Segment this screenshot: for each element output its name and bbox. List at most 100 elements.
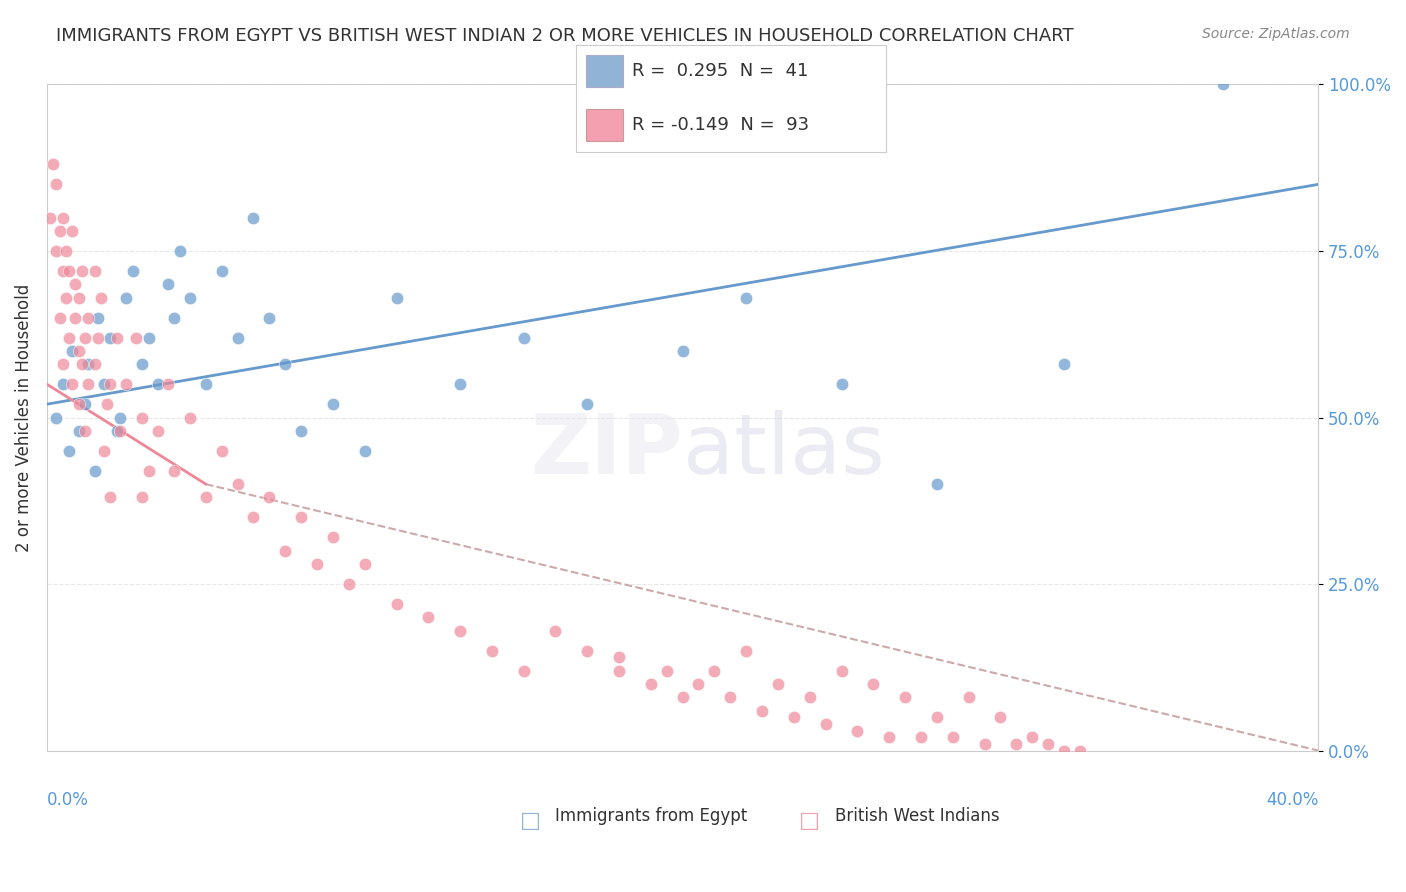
Point xyxy=(925,477,948,491)
Point xyxy=(1069,743,1091,757)
Point xyxy=(910,731,932,745)
Point xyxy=(67,424,90,438)
Point xyxy=(60,224,83,238)
Point xyxy=(58,443,80,458)
Point xyxy=(115,377,138,392)
Point xyxy=(73,424,96,438)
Point xyxy=(83,264,105,278)
Point xyxy=(52,264,75,278)
Point xyxy=(449,377,471,392)
Point xyxy=(77,357,100,371)
Text: □: □ xyxy=(799,811,820,830)
Point xyxy=(640,677,662,691)
Point xyxy=(108,424,131,438)
Text: Source: ZipAtlas.com: Source: ZipAtlas.com xyxy=(1202,27,1350,41)
Point xyxy=(55,244,77,258)
Point xyxy=(576,643,599,657)
Point xyxy=(83,357,105,371)
Point xyxy=(957,690,980,705)
Point xyxy=(607,650,630,665)
Point xyxy=(290,510,312,524)
Point xyxy=(226,477,249,491)
Point xyxy=(108,410,131,425)
Point xyxy=(100,491,122,505)
Point xyxy=(671,690,693,705)
Point xyxy=(169,244,191,258)
Text: Immigrants from Egypt: Immigrants from Egypt xyxy=(555,807,748,825)
Point xyxy=(703,664,725,678)
Point xyxy=(766,677,789,691)
Point xyxy=(87,330,110,344)
FancyBboxPatch shape xyxy=(586,109,623,141)
Point xyxy=(93,443,115,458)
Text: R =  0.295  N =  41: R = 0.295 N = 41 xyxy=(633,62,808,80)
Point xyxy=(353,443,375,458)
Point xyxy=(211,264,233,278)
Point xyxy=(115,291,138,305)
Point xyxy=(1053,357,1076,371)
Point xyxy=(67,291,90,305)
Point xyxy=(290,424,312,438)
Text: 0.0%: 0.0% xyxy=(46,790,89,808)
Point xyxy=(138,330,160,344)
Point xyxy=(211,443,233,458)
Point xyxy=(156,277,179,292)
Point xyxy=(481,643,503,657)
Point xyxy=(70,357,93,371)
Point xyxy=(55,291,77,305)
Point xyxy=(45,244,67,258)
Point xyxy=(52,357,75,371)
Point xyxy=(259,491,281,505)
Point xyxy=(60,377,83,392)
Point xyxy=(385,597,408,611)
Point xyxy=(718,690,741,705)
Point xyxy=(799,690,821,705)
Point xyxy=(156,377,179,392)
Text: ZIP: ZIP xyxy=(530,410,682,491)
Point xyxy=(77,310,100,325)
Point xyxy=(831,377,853,392)
Point xyxy=(105,330,128,344)
Point xyxy=(58,330,80,344)
Point xyxy=(353,557,375,571)
Point xyxy=(163,464,186,478)
Point xyxy=(73,397,96,411)
Point xyxy=(831,664,853,678)
Point xyxy=(259,310,281,325)
Point xyxy=(67,397,90,411)
Point xyxy=(131,410,153,425)
Point xyxy=(125,330,148,344)
Point xyxy=(894,690,917,705)
Point xyxy=(226,330,249,344)
Point xyxy=(52,211,75,225)
Point xyxy=(39,211,62,225)
Point xyxy=(1053,743,1076,757)
Point xyxy=(449,624,471,638)
Point xyxy=(65,277,87,292)
Point xyxy=(93,377,115,392)
Point xyxy=(194,377,217,392)
Point xyxy=(751,704,773,718)
Point xyxy=(70,264,93,278)
Point xyxy=(52,377,75,392)
Point xyxy=(83,464,105,478)
Point xyxy=(65,310,87,325)
Point xyxy=(179,291,201,305)
Point xyxy=(688,677,710,691)
Point xyxy=(990,710,1012,724)
Point xyxy=(146,424,169,438)
Point xyxy=(100,377,122,392)
Y-axis label: 2 or more Vehicles in Household: 2 or more Vehicles in Household xyxy=(15,284,32,551)
Point xyxy=(1036,737,1059,751)
Point xyxy=(179,410,201,425)
Point xyxy=(60,343,83,358)
Point xyxy=(90,291,112,305)
Point xyxy=(146,377,169,392)
Text: IMMIGRANTS FROM EGYPT VS BRITISH WEST INDIAN 2 OR MORE VEHICLES IN HOUSEHOLD COR: IMMIGRANTS FROM EGYPT VS BRITISH WEST IN… xyxy=(56,27,1074,45)
Point xyxy=(925,710,948,724)
Text: British West Indians: British West Indians xyxy=(835,807,1000,825)
Point xyxy=(973,737,995,751)
Point xyxy=(735,291,758,305)
Point xyxy=(48,310,70,325)
Point xyxy=(87,310,110,325)
